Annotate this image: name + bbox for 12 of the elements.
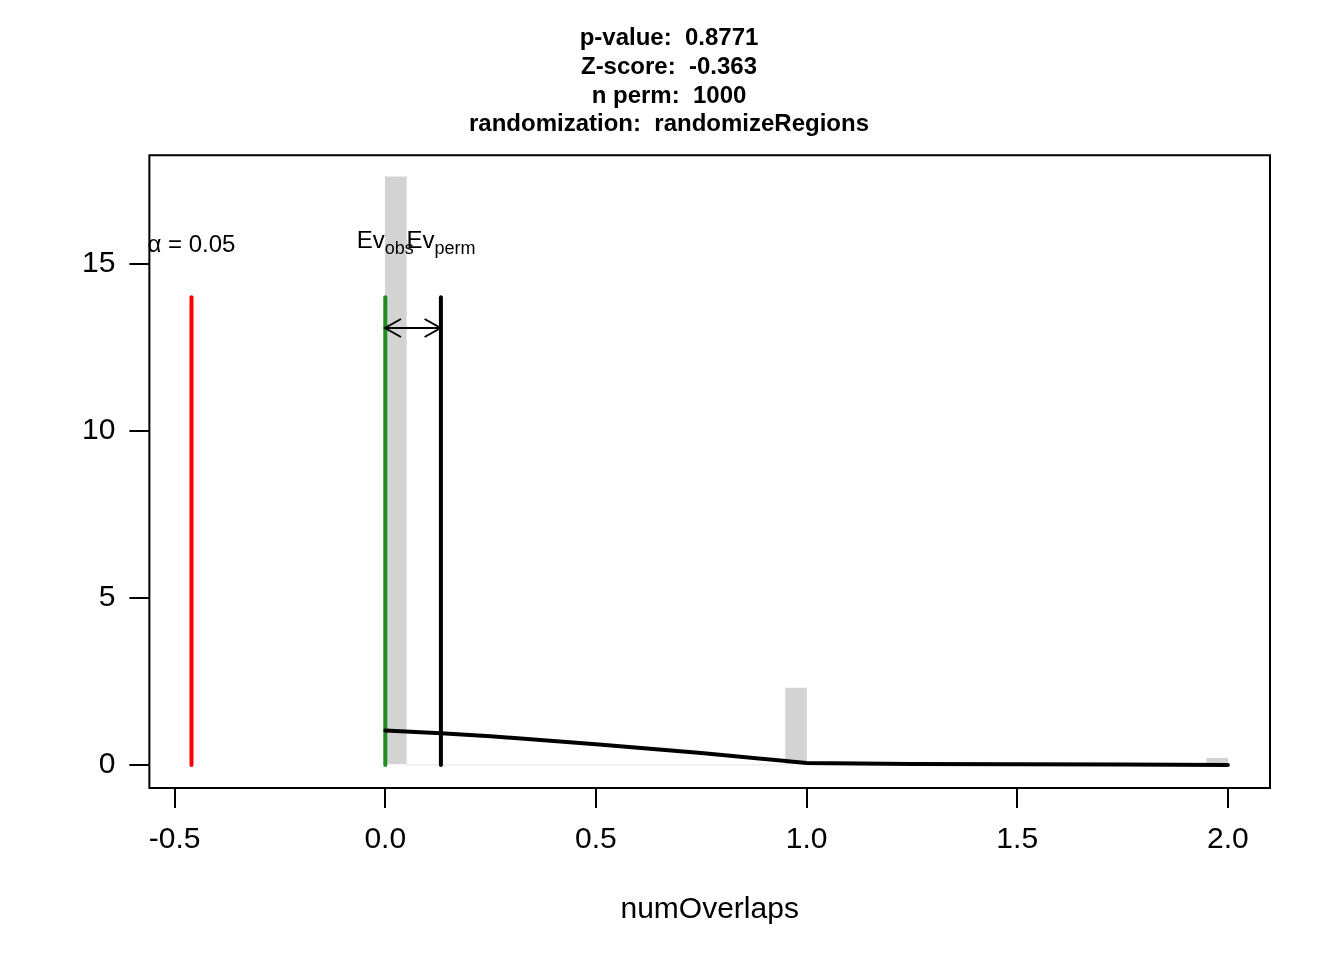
x-axis-title: numOverlaps [620, 891, 799, 925]
x-tick-label: -0.5 [148, 821, 201, 855]
x-tick-label: 1.0 [785, 821, 828, 855]
chart-title: p-value: 0.8771 Z-score: -0.363 n perm: 1000 randomization: randomizeRegions [468, 23, 870, 137]
y-tick-label: 10 [81, 412, 116, 446]
y-tick-label: 5 [98, 579, 116, 613]
x-tick-label: 0.5 [575, 821, 617, 855]
y-tick-label: 0 [98, 746, 116, 780]
x-tick-label: 2.0 [1207, 821, 1249, 855]
x-tick-label: 1.5 [996, 821, 1039, 855]
x-tick-label: 0.0 [364, 821, 407, 855]
y-tick-label: 15 [81, 245, 116, 279]
